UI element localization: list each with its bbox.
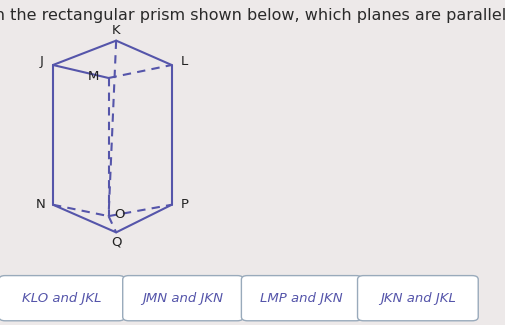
Text: Q: Q [111, 236, 121, 249]
FancyBboxPatch shape [0, 276, 125, 321]
Text: O: O [115, 208, 125, 221]
FancyBboxPatch shape [358, 276, 478, 321]
Text: P: P [180, 198, 188, 211]
Text: LMP and JKN: LMP and JKN [261, 292, 343, 305]
Text: KLO and JKL: KLO and JKL [22, 292, 102, 305]
FancyBboxPatch shape [123, 276, 243, 321]
Text: JKN and JKL: JKN and JKL [380, 292, 456, 305]
FancyBboxPatch shape [241, 276, 362, 321]
Text: M: M [88, 70, 99, 83]
Text: J: J [40, 55, 44, 68]
Text: K: K [112, 24, 121, 37]
Text: L: L [181, 55, 188, 68]
Text: N: N [35, 198, 45, 211]
Text: In the rectangular prism shown below, which planes are parallel?: In the rectangular prism shown below, wh… [0, 8, 505, 23]
Text: JMN and JKN: JMN and JKN [142, 292, 224, 305]
